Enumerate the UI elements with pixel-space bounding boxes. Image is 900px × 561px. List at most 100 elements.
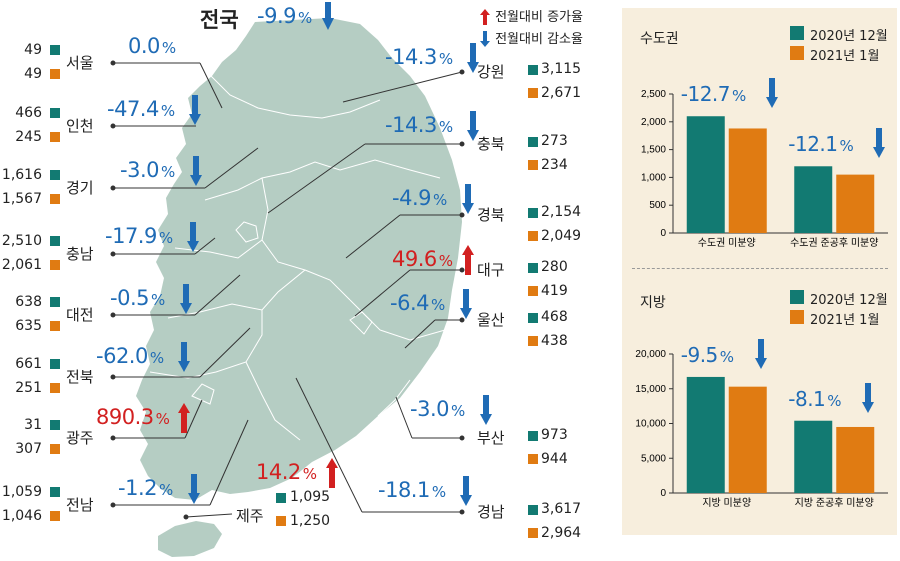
region-curr-7: 1,046	[1, 508, 42, 524]
region-arrow-14-down-icon	[480, 395, 492, 429]
region-curr-15: 2,964	[541, 525, 582, 541]
region-name-15: 경남	[477, 503, 505, 521]
region-curr-8: 1,250	[290, 513, 331, 529]
legend-swatch-0-1	[790, 46, 804, 60]
jeju-shape	[158, 521, 222, 557]
region-change-value-1: -47.4	[107, 97, 159, 121]
region-arrow-2-down-icon	[190, 156, 202, 190]
region-prev-15: 3,617	[541, 501, 582, 517]
region-change-unit-9: %	[438, 50, 453, 68]
chart-change-unit-0-0: %	[732, 87, 746, 106]
region-change-value-15: -18.1	[378, 478, 430, 502]
bar-1-1-1	[836, 426, 875, 493]
bar-0-0-1	[728, 128, 767, 233]
region-name-14: 부산	[477, 429, 505, 447]
region-change-15: -18.1%	[378, 478, 446, 502]
region-name-5: 전북	[66, 368, 94, 386]
curr-swatch-9	[528, 88, 538, 98]
prev-swatch-13	[528, 313, 538, 323]
region-prev-6: 31	[24, 417, 42, 433]
region-prev-0: 49	[24, 42, 42, 58]
korea-map	[110, 18, 465, 557]
region-change-1: -47.4%	[107, 97, 175, 121]
chart-title-0: 수도권	[640, 31, 679, 47]
curr-swatch-13	[528, 336, 538, 346]
curr-swatch-2	[50, 194, 60, 204]
national-change-value: -9.9	[257, 4, 296, 28]
region-change-value-13: -6.4	[390, 291, 429, 315]
region-change-value-0: 0.0	[128, 34, 160, 58]
prev-swatch-8	[276, 493, 286, 503]
prev-swatch-3	[50, 236, 60, 246]
chart-change-value-0-0: -12.7	[680, 82, 731, 107]
region-arrow-10-down-icon	[467, 111, 479, 145]
legend-up: 전월대비 증가율	[480, 6, 583, 25]
region-prev-4: 638	[15, 294, 42, 310]
y-tick-label-0-1: 500	[649, 200, 666, 211]
chart-change-unit-1-1: %	[827, 391, 842, 410]
legend-up-label: 전월대비 증가율	[495, 10, 583, 25]
y-tick-label-0-5: 2,500	[641, 89, 666, 100]
region-change-unit-11: %	[432, 191, 447, 209]
region-arrow-9-down-icon	[467, 43, 479, 77]
region-arrow-15-down-icon	[460, 476, 472, 510]
prev-swatch-14	[528, 431, 538, 441]
bar-0-1-1	[836, 174, 875, 233]
region-arrow-4-down-icon	[180, 284, 192, 318]
curr-swatch-15	[528, 528, 538, 538]
region-change-13: -6.4%	[390, 291, 445, 315]
region-change-unit-10: %	[438, 118, 453, 136]
region-arrow-3-down-icon	[187, 222, 199, 256]
region-change-0: 0.0%	[128, 34, 176, 58]
region-curr-2: 1,567	[1, 191, 42, 207]
curr-swatch-0	[50, 69, 60, 79]
chart-change-arrow-0-1-down-icon	[873, 128, 886, 162]
chart-change-arrow-1-1-down-icon	[862, 382, 875, 417]
region-change-unit-8: %	[302, 465, 317, 483]
y-tick-label-1-1: 5,000	[641, 453, 666, 464]
chart-change-arrow-0-0-down-icon	[765, 78, 778, 112]
region-prev-12: 280	[541, 259, 568, 275]
category-label-1-0: 지방 미분양	[702, 497, 751, 509]
region-prev-2: 1,616	[1, 167, 42, 183]
region-change-10: -14.3%	[385, 113, 453, 137]
region-arrow-11-down-icon	[462, 184, 474, 218]
curr-swatch-14	[528, 454, 538, 464]
prev-swatch-10	[528, 137, 538, 147]
national-change-unit: %	[297, 9, 312, 27]
region-arrow-13-down-icon	[460, 289, 472, 323]
prev-swatch-12	[528, 263, 538, 273]
region-name-8: 제주	[236, 507, 264, 525]
prev-swatch-6	[50, 420, 60, 430]
up-arrow-icon	[480, 8, 490, 25]
region-name-6: 광주	[66, 429, 94, 447]
chart-change-arrow-1-0-down-icon	[754, 338, 767, 373]
leader-lines	[110, 60, 465, 520]
region-name-3: 충남	[66, 245, 94, 263]
region-change-2: -3.0%	[120, 158, 175, 182]
region-change-7: -1.2%	[118, 476, 173, 500]
legend-label-1-0: 2020년 12월	[810, 293, 888, 308]
region-change-value-3: -17.9	[105, 224, 157, 248]
national-change: -9.9%	[257, 4, 312, 28]
region-change-unit-2: %	[160, 163, 175, 181]
region-name-7: 전남	[66, 496, 94, 514]
y-tick-label-1-3: 15,000	[635, 384, 666, 395]
prev-swatch-2	[50, 170, 60, 180]
region-name-11: 경북	[477, 206, 505, 224]
region-curr-0: 49	[24, 66, 42, 82]
region-change-value-6: 890.3	[96, 405, 154, 429]
curr-swatch-5	[50, 383, 60, 393]
region-prev-7: 1,059	[1, 484, 42, 500]
bar-0-1-0	[794, 166, 833, 233]
region-curr-6: 307	[15, 441, 42, 457]
legend-label-0-0: 2020년 12월	[810, 29, 888, 44]
category-label-0-0: 수도권 미분양	[698, 237, 756, 249]
chart-change-unit-0-1: %	[839, 137, 854, 156]
curr-swatch-4	[50, 321, 60, 331]
region-change-unit-14: %	[450, 402, 465, 420]
page-title: 전국	[200, 8, 239, 32]
curr-swatch-8	[276, 516, 286, 526]
curr-swatch-6	[50, 444, 60, 454]
region-change-11: -4.9%	[392, 186, 447, 210]
